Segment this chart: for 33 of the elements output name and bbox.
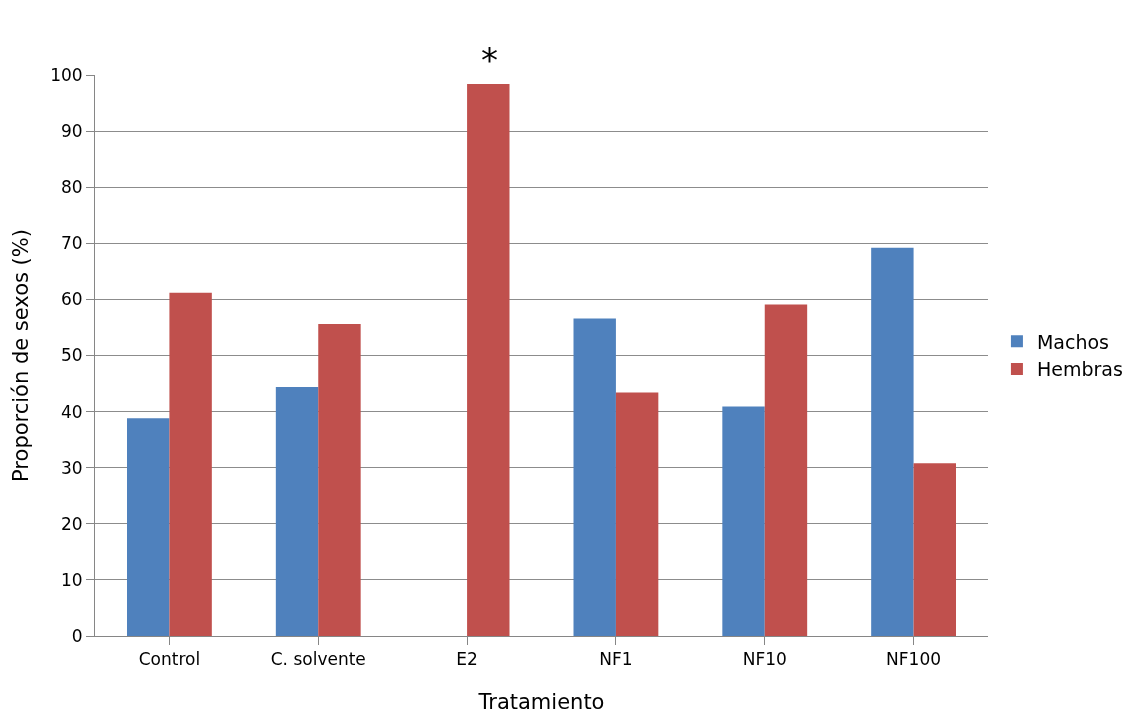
x-axis-title: Tratamiento bbox=[477, 689, 605, 714]
y-tick-label: 90 bbox=[60, 121, 83, 142]
y-tick-label: 0 bbox=[71, 625, 83, 646]
y-tick-label: 40 bbox=[60, 401, 83, 422]
bar bbox=[318, 324, 361, 636]
y-tick-label: 100 bbox=[50, 64, 83, 85]
bar bbox=[275, 386, 319, 636]
bar bbox=[127, 418, 170, 636]
y-tick-label: 70 bbox=[60, 233, 83, 254]
x-tick-label: C. solvente bbox=[270, 649, 366, 670]
x-tick-label: Control bbox=[138, 649, 201, 670]
legend-label: Machos bbox=[1036, 330, 1109, 353]
y-tick-label: 30 bbox=[60, 457, 83, 478]
legend-label: Hembras bbox=[1036, 358, 1123, 381]
bar bbox=[764, 304, 808, 636]
y-tick-label: 60 bbox=[60, 289, 83, 310]
x-tick-label: NF1 bbox=[599, 649, 633, 670]
bar bbox=[913, 463, 956, 636]
x-tick-label: NF10 bbox=[742, 649, 787, 670]
bar bbox=[615, 392, 659, 636]
y-tick-label: 50 bbox=[60, 345, 83, 366]
bar bbox=[169, 292, 212, 636]
bar bbox=[871, 247, 914, 636]
y-tick-label: 20 bbox=[60, 513, 83, 534]
bar bbox=[467, 83, 510, 636]
x-tick-label: NF100 bbox=[886, 649, 942, 670]
y-axis-title: Proporción de sexos (%) bbox=[9, 229, 34, 482]
annotation: * bbox=[481, 40, 498, 80]
x-tick-label: E2 bbox=[456, 649, 478, 670]
bar bbox=[573, 318, 616, 636]
y-tick-label: 10 bbox=[60, 569, 83, 590]
bar bbox=[722, 406, 765, 636]
y-tick-label: 80 bbox=[60, 177, 83, 198]
